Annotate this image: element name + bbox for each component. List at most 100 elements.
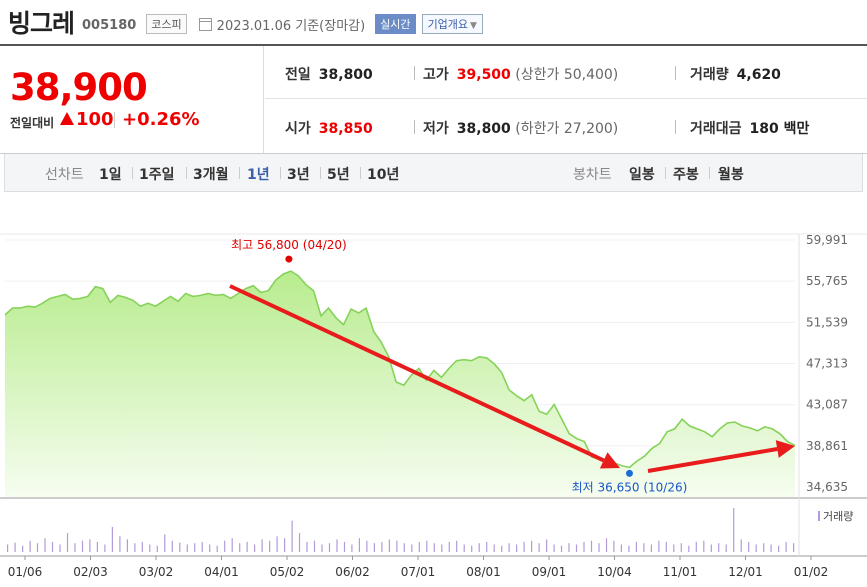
- volume-bar: [583, 541, 585, 552]
- tab-1y[interactable]: 1년: [247, 167, 270, 183]
- stat-label: 전일: [285, 67, 311, 83]
- volume-bar: [531, 540, 533, 552]
- volume-bar: [598, 543, 600, 552]
- tab-daily[interactable]: 일봉: [629, 167, 655, 183]
- stat-label: 거래대금: [690, 121, 742, 137]
- volume-bar: [748, 541, 750, 552]
- volume-bar: [538, 543, 540, 552]
- volume-bar: [508, 543, 510, 552]
- stat-low: 저가 38,800 (하한가 27,200): [423, 118, 618, 138]
- volume-bar: [605, 538, 608, 552]
- tab-10y[interactable]: 10년: [367, 167, 400, 183]
- divider: [186, 167, 187, 179]
- volume-bar: [433, 543, 435, 552]
- tab-3y[interactable]: 3년: [287, 167, 310, 183]
- x-tick-label: 11/01: [663, 565, 698, 579]
- calendar-icon: [198, 17, 212, 31]
- y-tick-label: 43,087: [806, 398, 848, 412]
- volume-bar: [313, 540, 316, 552]
- volume-bar: [635, 541, 637, 552]
- realtime-button[interactable]: 실시간: [375, 14, 416, 34]
- x-tick-label: 03/02: [139, 565, 174, 579]
- prev-diff-label: 전일대비: [10, 116, 55, 130]
- tab-1w[interactable]: 1주일: [139, 167, 175, 183]
- quote-panel: 38,900 전일대비 100 +0.26% 전일 38,800 고가 39,500…: [0, 46, 867, 154]
- volume-bar: [194, 543, 196, 552]
- tab-monthly[interactable]: 월봉: [718, 167, 744, 183]
- volume-bar: [441, 544, 443, 552]
- lower-limit-value: 27,200): [563, 121, 619, 137]
- volume-bar: [29, 540, 31, 552]
- volume-bar: [710, 544, 712, 552]
- stat-value: 180 백만: [749, 121, 810, 137]
- volume-bar: [126, 539, 128, 552]
- volume-bar: [703, 540, 705, 552]
- volume-legend-icon: [818, 511, 820, 521]
- divider: [132, 167, 133, 179]
- price-chart[interactable]: 59,991 55,765 51,539 47,313 43,087 38,861 34,6…: [0, 200, 867, 587]
- divider: [414, 120, 415, 134]
- volume-bar: [763, 543, 765, 552]
- volume-bar: [688, 545, 690, 552]
- divider: [320, 167, 321, 179]
- volume-bar: [388, 539, 390, 552]
- stat-amount: 거래대금 180 백만: [690, 118, 809, 138]
- volume-bar: [396, 540, 398, 552]
- volume-bar: [171, 540, 173, 552]
- chart-period-tabs: 선차트 1일 1주일 3개월 1년 3년 5년 10년 봉차트 일봉 주봉 월봉: [4, 154, 863, 192]
- base-date: 2023.01.06 기준(장마감): [216, 18, 366, 34]
- volume-bar: [725, 544, 727, 552]
- volume-bar: [276, 536, 278, 552]
- divider: [239, 167, 240, 179]
- volume-bar: [575, 544, 578, 552]
- divider: [414, 66, 415, 80]
- stat-value: 38,850: [318, 121, 373, 137]
- volume-bar: [658, 540, 660, 552]
- x-tick-label: 01/02: [794, 565, 829, 579]
- volume-bar: [254, 544, 256, 552]
- volume-bar: [14, 542, 16, 552]
- volume-bar: [560, 545, 563, 552]
- volume-bar: [89, 539, 91, 552]
- upper-limit-label: (상한가: [515, 67, 560, 83]
- volume-bar: [358, 538, 360, 552]
- y-tick-label: 34,635: [806, 480, 848, 494]
- volume-bar: [740, 539, 742, 552]
- corp-info-dropdown[interactable]: 기업개요 ▼: [421, 14, 483, 34]
- volume-bar: [590, 540, 593, 552]
- tab-1d[interactable]: 1일: [99, 167, 122, 183]
- y-tick-label: 47,313: [806, 357, 848, 371]
- market-badge: 코스피: [146, 14, 187, 34]
- stat-value: 38,800: [456, 121, 511, 137]
- x-tick-label: 08/01: [466, 565, 501, 579]
- volume-bar: [418, 541, 420, 552]
- volume-bar: [486, 541, 488, 552]
- tab-5y[interactable]: 5년: [327, 167, 350, 183]
- volume-bar: [74, 543, 76, 552]
- header-divider: [0, 44, 867, 46]
- volume-label: 거래량: [823, 510, 853, 523]
- stat-label: 저가: [423, 121, 449, 137]
- volume-bar: [96, 541, 98, 552]
- divider: [665, 167, 666, 179]
- volume-bar: [111, 526, 113, 552]
- tab-weekly[interactable]: 주봉: [673, 167, 699, 183]
- x-tick-label: 09/01: [532, 565, 567, 579]
- volume-bar: [134, 543, 136, 552]
- volume-bar: [66, 533, 69, 552]
- tab-3m[interactable]: 3개월: [193, 167, 229, 183]
- volume-bar: [328, 543, 331, 552]
- volume-bar: [7, 544, 9, 552]
- trend-arrow-down-head: [599, 452, 620, 469]
- y-tick-label: 55,765: [806, 274, 848, 288]
- volume-bar: [186, 544, 188, 552]
- volume-bar: [381, 541, 383, 552]
- x-tick-label: 02/03: [73, 565, 108, 579]
- volume-bar: [680, 543, 682, 552]
- x-tick-label: 10/04: [597, 565, 632, 579]
- y-tick-label: 51,539: [806, 315, 848, 329]
- volume-bar: [179, 542, 181, 552]
- volume-bar: [373, 543, 375, 552]
- volume-bar: [718, 543, 720, 552]
- volume-bar: [216, 545, 218, 552]
